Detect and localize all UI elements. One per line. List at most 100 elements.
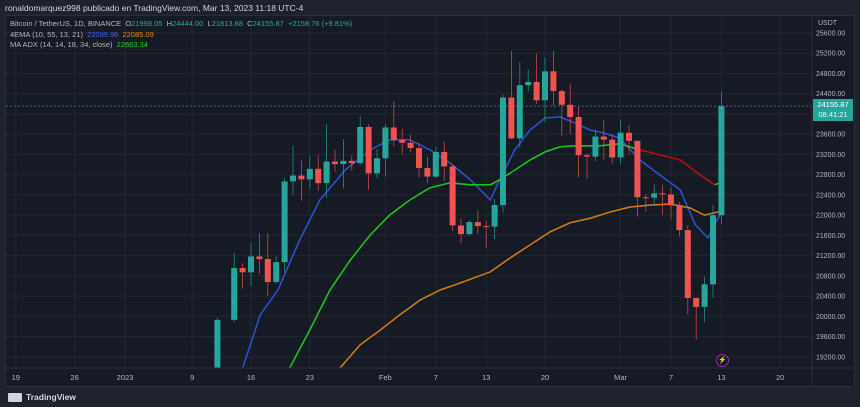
brand-name: TradingView	[26, 392, 76, 402]
adx-legend: MA ADX (14, 14, 18, 34, close) 22663.34	[10, 40, 352, 51]
time-tick-label: 20	[541, 373, 549, 382]
price-tick-label: 22000.00	[816, 213, 845, 220]
price-tick-label: 22400.00	[816, 192, 845, 199]
candle-up	[525, 82, 532, 86]
ema-slow-value: 22085.09	[122, 29, 154, 39]
symbol-name[interactable]: Bitcoin / TetherUS, 1D, BINANCE	[10, 19, 122, 28]
candle-down	[315, 168, 322, 184]
candle-down	[332, 161, 338, 165]
candle-up	[306, 168, 313, 180]
candle-down	[441, 151, 448, 167]
candle-down	[424, 168, 431, 177]
time-tick-label: 2023	[117, 373, 134, 382]
price-tick-label: 25600.00	[816, 31, 845, 38]
candle-up	[382, 127, 389, 159]
bar-countdown: 08:41:21	[818, 110, 848, 119]
candle-down	[533, 82, 540, 101]
adx-indicator-name[interactable]: MA ADX (14, 14, 18, 34, close)	[10, 40, 113, 49]
time-tick-label: 7	[669, 373, 673, 382]
candle-up	[340, 160, 347, 165]
candle-up	[323, 161, 330, 184]
candle-down	[239, 268, 246, 273]
time-tick-label: 20	[776, 373, 784, 382]
time-tick-label: 16	[247, 373, 255, 382]
candle-down	[399, 139, 406, 143]
price-tick-label: 23600.00	[816, 132, 845, 139]
time-tick-label: 26	[70, 373, 78, 382]
ema-legend: 4EMA (10, 55, 13, 21) 22099.96 22085.09	[10, 30, 352, 41]
candle-up	[592, 136, 599, 157]
currency-label: USDT	[818, 20, 838, 27]
last-price: 24155.87	[817, 100, 849, 109]
price-tick-label: 24400.00	[816, 91, 845, 98]
candle-up	[542, 71, 548, 101]
chart-panel[interactable]	[5, 15, 855, 387]
low-value: 21813.88	[211, 19, 243, 28]
tradingview-logo[interactable]: TradingView	[8, 392, 76, 402]
candle-down	[550, 71, 557, 92]
candle-up	[466, 222, 473, 235]
flash-icon[interactable]: ⚡	[716, 354, 729, 367]
candle-up	[718, 106, 725, 216]
candle-up	[491, 205, 498, 227]
ema-fast-value: 22099.96	[87, 29, 119, 39]
candle-down	[390, 127, 397, 140]
candle-down	[298, 175, 305, 180]
chart-legend: Bitcoin / TetherUS, 1D, BINANCE O21998.0…	[10, 19, 352, 51]
candle-up	[710, 215, 716, 285]
price-tick-label: 19600.00	[816, 334, 845, 341]
candle-down	[626, 132, 632, 141]
candle-up	[500, 97, 506, 206]
plot-area	[6, 16, 812, 368]
ema-indicator-name[interactable]: 4EMA (10, 55, 13, 21)	[10, 29, 83, 39]
time-tick-label: 9	[190, 373, 194, 382]
high-value: 24444.00	[172, 19, 204, 28]
candle-down	[558, 91, 565, 105]
candle-down	[642, 197, 649, 199]
candle-down	[584, 155, 590, 157]
adx-value: 22663.34	[116, 40, 148, 49]
candle-down	[449, 166, 456, 226]
candle-down	[416, 148, 422, 169]
ema-55-line	[339, 203, 723, 368]
candle-up	[432, 151, 439, 177]
ma-adx-line	[639, 149, 716, 186]
price-tick-label: 19200.00	[816, 354, 845, 361]
candle-up	[516, 85, 523, 139]
footer: TradingView	[0, 388, 860, 407]
price-tick-label: 24800.00	[816, 71, 845, 78]
candle-down	[684, 230, 691, 298]
candle-up	[214, 319, 221, 368]
candle-up	[290, 175, 296, 182]
candle-down	[575, 116, 582, 156]
candle-down	[693, 297, 700, 307]
candle-down	[609, 139, 616, 158]
ma-adx-line	[288, 143, 641, 368]
time-tick-label: 19	[12, 373, 20, 382]
candle-down	[365, 126, 372, 174]
price-tick-label: 21200.00	[816, 253, 845, 260]
time-tick-label: Mar	[614, 373, 627, 382]
time-tick-label: 13	[482, 373, 490, 382]
candle-down	[256, 256, 263, 260]
candle-down	[348, 160, 355, 164]
candle-up	[651, 193, 658, 198]
candle-down	[407, 142, 414, 149]
candle-down	[676, 205, 683, 231]
candle-down	[659, 193, 666, 195]
candle-up	[273, 262, 280, 283]
candle-up	[231, 268, 238, 320]
candle-down	[483, 226, 490, 228]
candle-up	[701, 284, 708, 307]
candle-up	[374, 158, 380, 174]
candle-down	[567, 104, 574, 117]
candle-down	[474, 222, 481, 227]
last-price-label: 24155.87 08:41:21	[813, 99, 853, 121]
candle-up	[248, 256, 254, 273]
price-tick-label: 21600.00	[816, 233, 845, 240]
time-tick-label: Feb	[379, 373, 392, 382]
tradingview-logo-icon	[8, 392, 22, 402]
change-value: +2158.76 (+9.81%)	[288, 19, 353, 28]
price-tick-label: 23200.00	[816, 152, 845, 159]
